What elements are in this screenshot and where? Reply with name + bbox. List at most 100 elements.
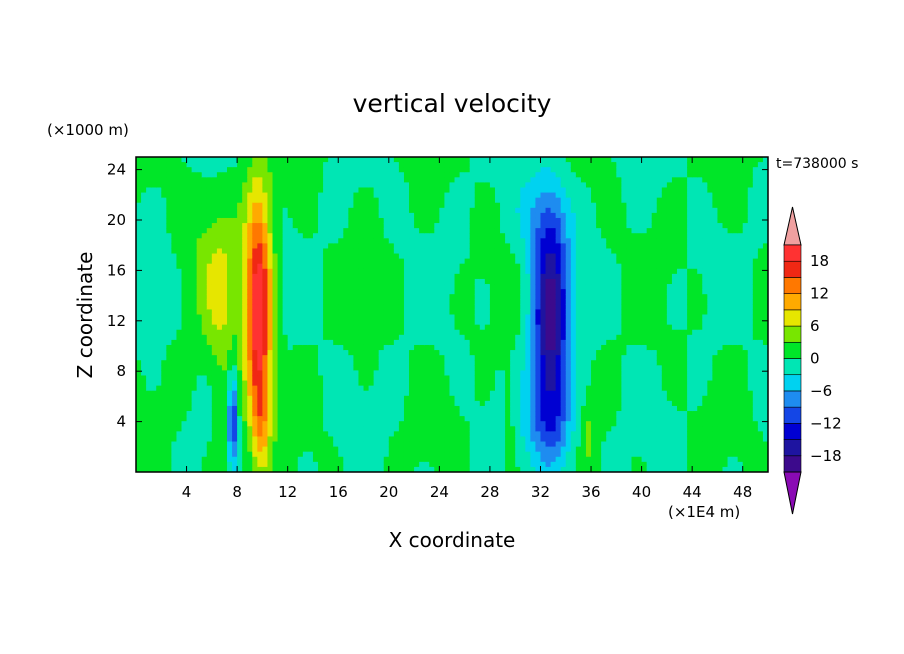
field-cell (398, 350, 405, 356)
field-cell (398, 466, 405, 472)
field-cell (474, 319, 481, 326)
field-cell (459, 411, 466, 417)
field-cell (479, 273, 486, 280)
field-cell (267, 299, 274, 305)
field-cell (505, 456, 511, 463)
field-cell (505, 405, 511, 412)
field-cell (398, 385, 405, 392)
field-cell (378, 167, 385, 173)
field-cell (393, 192, 400, 199)
field-cell (206, 192, 213, 199)
field-cell (292, 162, 299, 168)
field-cell (186, 167, 193, 173)
field-cell (439, 461, 446, 468)
field-cell (328, 278, 334, 285)
field-cell (191, 217, 198, 224)
field-cell (181, 395, 188, 402)
field-cell (403, 411, 410, 417)
field-cell (469, 212, 476, 219)
field-cell (136, 263, 142, 270)
field-cell (252, 466, 258, 472)
field-cell (252, 426, 258, 432)
field-cell (530, 217, 537, 224)
field-cell (136, 411, 142, 417)
field-cell (409, 172, 415, 178)
field-cell (419, 400, 425, 407)
field-cell (333, 289, 339, 295)
field-cell (393, 329, 400, 336)
field-cell (530, 243, 537, 250)
field-cell (530, 197, 537, 204)
field-cell (353, 182, 360, 189)
field-cell (429, 289, 435, 295)
field-cell (479, 192, 486, 199)
field-cell (353, 421, 360, 427)
field-cell (262, 411, 269, 417)
field-cell (393, 299, 400, 305)
field-cell (393, 263, 400, 270)
field-cell (318, 319, 324, 326)
field-cell (191, 157, 198, 163)
field-cell (368, 268, 375, 275)
field-cell (287, 324, 294, 331)
field-cell (272, 263, 279, 270)
field-cell (464, 441, 471, 448)
field-cell (287, 461, 294, 468)
field-cell (398, 253, 405, 260)
field-cell (196, 355, 203, 361)
field-cell (196, 243, 203, 250)
field-cell (368, 411, 375, 417)
field-cell (500, 360, 506, 366)
field-cell (287, 370, 294, 377)
field-cell (393, 390, 400, 397)
field-cell (181, 314, 188, 321)
field-cell (267, 167, 274, 173)
field-cell (318, 324, 324, 331)
field-cell (196, 192, 203, 199)
field-cell (191, 182, 198, 189)
field-cell (510, 182, 516, 189)
field-cell (312, 202, 319, 209)
field-cell (292, 192, 299, 199)
field-cell (277, 380, 284, 387)
field-cell (237, 233, 243, 239)
field-cell (484, 238, 491, 244)
field-cell (196, 350, 203, 356)
field-cell (388, 233, 395, 239)
field-cell (378, 380, 385, 387)
field-cell (292, 202, 299, 209)
field-cell (166, 273, 172, 280)
field-cell (378, 355, 385, 361)
field-cell (388, 344, 395, 351)
field-cell (186, 416, 193, 422)
field-cell (247, 405, 253, 412)
field-cell (525, 289, 531, 295)
field-cell (449, 466, 456, 472)
field-cell (454, 344, 461, 351)
field-cell (242, 258, 248, 265)
field-cell (373, 212, 380, 219)
field-cell (267, 405, 274, 412)
field-cell (348, 385, 355, 392)
field-cell (419, 436, 425, 443)
field-cell (439, 365, 446, 371)
field-cell (358, 223, 365, 229)
field-cell (176, 202, 183, 209)
field-cell (186, 431, 193, 438)
field-cell (358, 263, 365, 270)
field-cell (338, 400, 344, 407)
field-cell (211, 314, 218, 321)
field-cell (510, 380, 516, 387)
field-cell (429, 416, 435, 422)
field-cell (489, 248, 496, 255)
field-cell (257, 289, 263, 295)
field-cell (232, 207, 238, 214)
field-cell (186, 324, 193, 331)
field-cell (368, 339, 375, 346)
field-cell (181, 268, 188, 275)
field-cell (424, 360, 430, 366)
field-cell (439, 263, 446, 270)
field-cell (398, 360, 405, 366)
field-cell (454, 375, 461, 382)
field-cell (505, 233, 511, 239)
